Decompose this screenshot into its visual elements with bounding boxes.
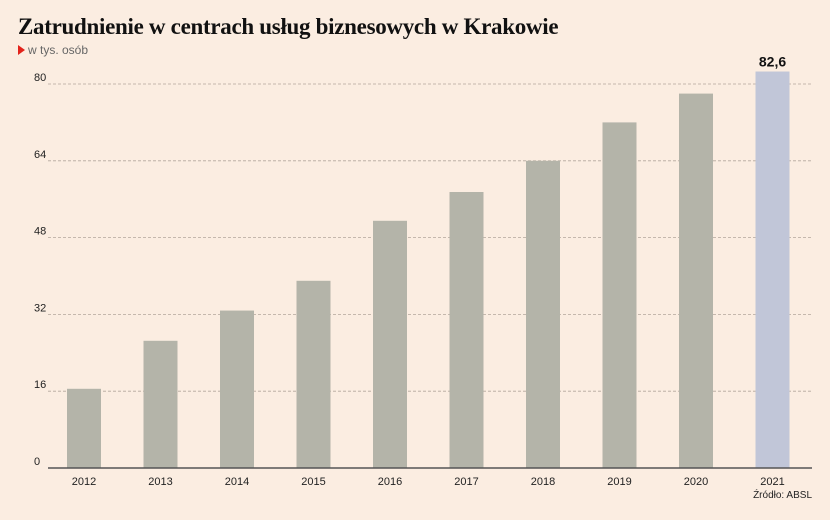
bar (373, 220, 407, 468)
bar (755, 71, 790, 469)
chart-subtitle: w tys. osób (18, 43, 88, 57)
y-tick-label: 48 (34, 226, 46, 238)
bar (296, 280, 331, 468)
bar (67, 388, 101, 468)
bar (526, 160, 560, 469)
y-tick-label: 16 (34, 379, 46, 391)
x-tick-label: 2019 (607, 476, 631, 488)
y-tick-label: 32 (34, 302, 46, 314)
chart-title: Zatrudnienie w centrach usług biznesowyc… (18, 14, 559, 39)
triangle-marker-icon (18, 45, 25, 55)
bar (602, 122, 637, 469)
y-tick-label: 0 (34, 456, 40, 468)
x-tick-label: 2021 (760, 476, 784, 488)
unit-label: w tys. osób (28, 43, 89, 57)
x-tick-label: 2020 (684, 476, 708, 488)
x-tick-label: 2013 (148, 476, 172, 488)
x-tick-label: 2016 (378, 476, 402, 488)
x-tick-label: 2015 (301, 476, 325, 488)
bar (449, 192, 484, 468)
x-tick-label: 2018 (531, 476, 555, 488)
x-tick-label: 2012 (72, 476, 96, 488)
source-note: Źródło: ABSL (753, 490, 812, 501)
y-tick-label: 64 (34, 149, 46, 161)
bar (220, 310, 254, 468)
y-tick-label: 80 (34, 72, 46, 84)
data-label: 82,6 (759, 54, 786, 70)
bar (679, 93, 713, 468)
x-tick-label: 2017 (454, 476, 478, 488)
bar (143, 340, 178, 468)
x-tick-label: 2014 (225, 476, 249, 488)
